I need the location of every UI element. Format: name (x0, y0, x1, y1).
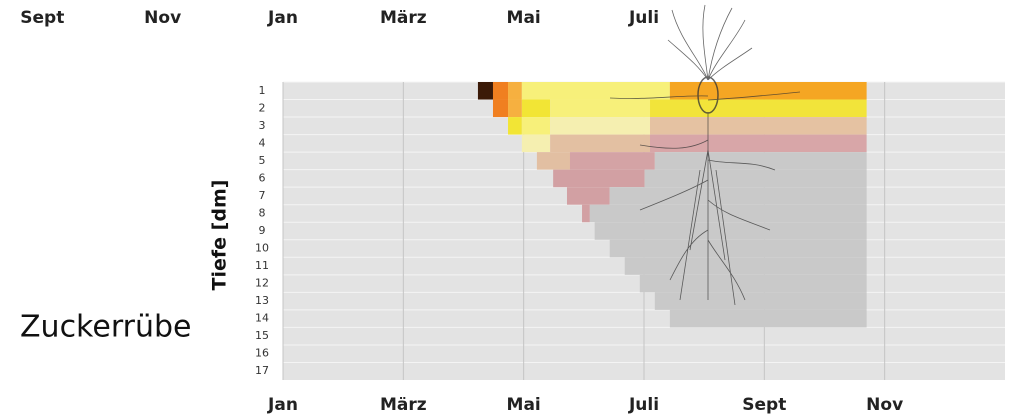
y-tick-label: 7 (259, 189, 266, 202)
y-axis-label: Tiefe [dm] (209, 180, 231, 291)
segment (508, 82, 522, 100)
segment (508, 99, 522, 118)
segment (550, 117, 651, 135)
segment (508, 117, 522, 135)
y-tick-label: 15 (255, 329, 269, 342)
segment (594, 222, 867, 240)
segment (550, 99, 651, 118)
y-tick-label: 14 (255, 312, 269, 325)
x-tick-label: Mai (507, 395, 541, 415)
segment (492, 82, 509, 100)
y-tick-label: 12 (255, 277, 269, 290)
top-tick-label: Mai (507, 8, 541, 28)
segment (521, 82, 670, 100)
y-tick-label: 13 (255, 294, 269, 307)
plot-area (282, 81, 1005, 380)
top-tick-label: Juli (628, 8, 659, 28)
x-tick-label: März (380, 395, 427, 415)
x-tick-label: Juli (628, 395, 659, 415)
top-tick-label: Jan (267, 8, 298, 28)
segment (566, 187, 610, 205)
y-tick-label: 10 (255, 242, 269, 255)
segment (569, 152, 655, 170)
segment (654, 152, 867, 170)
segment (669, 82, 867, 100)
y-tick-label: 1 (259, 84, 266, 97)
y-tick-label: 4 (259, 136, 266, 149)
segment (553, 169, 645, 188)
segment (650, 99, 867, 118)
segment (669, 309, 867, 328)
segment (644, 169, 867, 188)
y-tick-label: 8 (259, 206, 266, 219)
segment (639, 274, 867, 293)
top-tick-label: März (380, 8, 427, 28)
x-tick-label: Jan (267, 395, 298, 415)
y-tick-label: 11 (255, 259, 269, 272)
y-tick-label: 6 (259, 171, 266, 184)
segment (582, 204, 590, 223)
y-tick-label: 2 (259, 101, 266, 114)
segment (550, 134, 651, 153)
x-tick-label: Nov (866, 395, 903, 415)
segment (492, 99, 509, 118)
chart-title: Zuckerrübe (20, 310, 191, 345)
segment (654, 292, 867, 310)
segment (521, 99, 551, 118)
segment (650, 117, 867, 135)
segment (609, 187, 867, 205)
segment (477, 82, 493, 100)
segment (624, 257, 867, 275)
top-tick-label: Nov (144, 8, 181, 28)
y-tick-label: 17 (255, 364, 269, 377)
x-tick-label: Sept (742, 395, 786, 415)
segment (521, 117, 551, 135)
y-tick-label: 3 (259, 119, 266, 132)
segment (536, 152, 570, 170)
plant-illustration (609, 4, 801, 306)
segment (650, 134, 867, 153)
segment (521, 134, 551, 153)
y-tick-label: 16 (255, 347, 269, 360)
y-tick-label: 5 (259, 154, 266, 167)
top-tick-label: Sept (20, 8, 64, 28)
segment (609, 239, 867, 258)
y-tick-label: 9 (259, 224, 266, 237)
